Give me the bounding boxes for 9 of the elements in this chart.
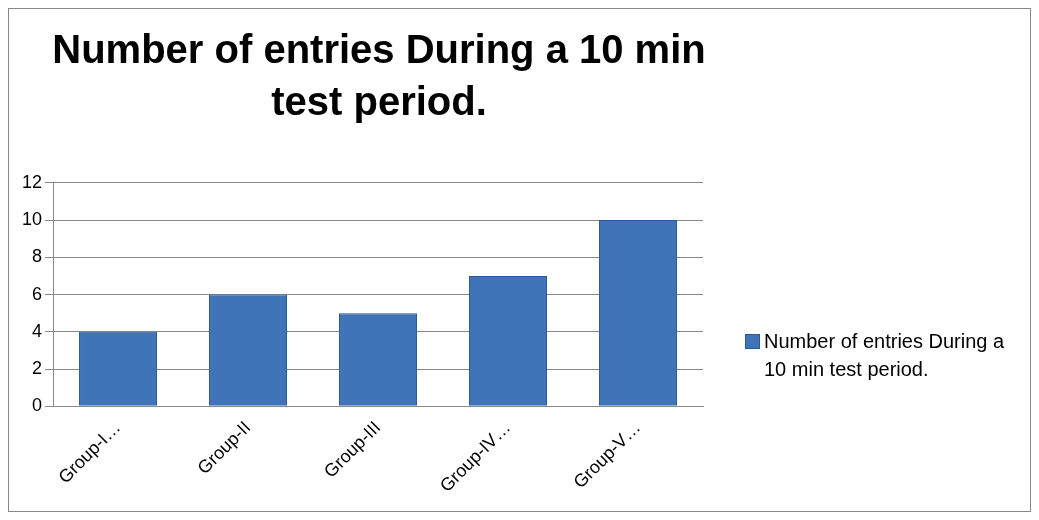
y-tick-label: 10 xyxy=(21,209,43,230)
y-tick-label: 2 xyxy=(32,358,43,379)
y-tick-label: 0 xyxy=(32,395,43,416)
y-tick-label: 6 xyxy=(32,283,43,304)
y-tick-label: 4 xyxy=(32,320,43,341)
legend-label: Number of entries During a 10 min test period. xyxy=(764,329,1006,382)
y-tick-label: 8 xyxy=(32,246,43,267)
chart-title: Number of entries During a 10 min test period. xyxy=(51,26,707,125)
y-tick-label: 12 xyxy=(21,171,43,192)
